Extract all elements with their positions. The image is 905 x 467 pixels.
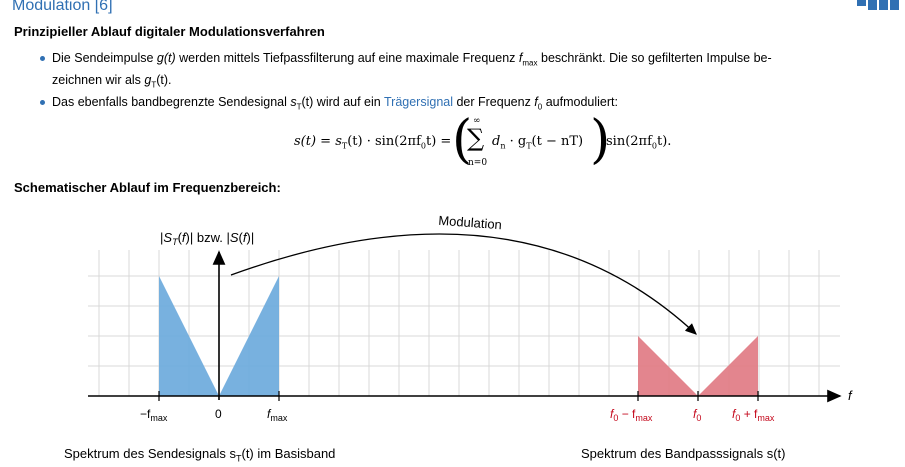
- bullet-item: Die Sendeimpulse g(t) werden mittels Tie…: [40, 50, 895, 93]
- caption-bandpass: Spektrum des Bandpasssignals s(t): [581, 446, 786, 461]
- formula: s(t) = sT(t) · sin(2πf0t) = ( ∞ ∑ n=0 dn…: [294, 110, 672, 170]
- subtitle: Prinzipieller Ablauf digitaler Modulatio…: [14, 24, 325, 39]
- bullet-item: Das ebenfalls bandbegrenzte Sendesignal …: [40, 94, 895, 116]
- bandpass-spectrum-right: [698, 336, 758, 396]
- tick-f0: f0: [693, 407, 701, 423]
- caption-baseband: Spektrum des Sendesignals sT(t) im Basis…: [64, 446, 336, 464]
- bandpass-spectrum-left: [638, 336, 698, 396]
- section-heading: Schematischer Ablauf im Frequenzbereich:: [14, 180, 281, 195]
- baseband-spectrum-right: [219, 276, 279, 396]
- page-title: Modulation [6]: [12, 0, 113, 14]
- modulation-label: Modulation: [438, 213, 503, 232]
- tick-f0-minus-fmax: f0 − fmax: [610, 407, 653, 423]
- tick-zero: 0: [215, 407, 222, 421]
- traegersignal-link[interactable]: Trägersignal: [383, 95, 453, 109]
- tum-logo: [857, 0, 899, 14]
- tick-neg-fmax: −fmax: [140, 407, 168, 423]
- modulation-arrow: [230, 233, 697, 335]
- f-axis-label: f: [848, 388, 853, 403]
- tick-fmax: fmax: [267, 407, 288, 423]
- y-axis-label: |ST(f)| bzw. |S(f)|: [160, 230, 254, 247]
- tick-f0-plus-fmax: f0 + fmax: [732, 407, 775, 423]
- baseband-spectrum-left: [159, 276, 219, 396]
- bullet-list: Die Sendeimpulse g(t) werden mittels Tie…: [40, 50, 895, 117]
